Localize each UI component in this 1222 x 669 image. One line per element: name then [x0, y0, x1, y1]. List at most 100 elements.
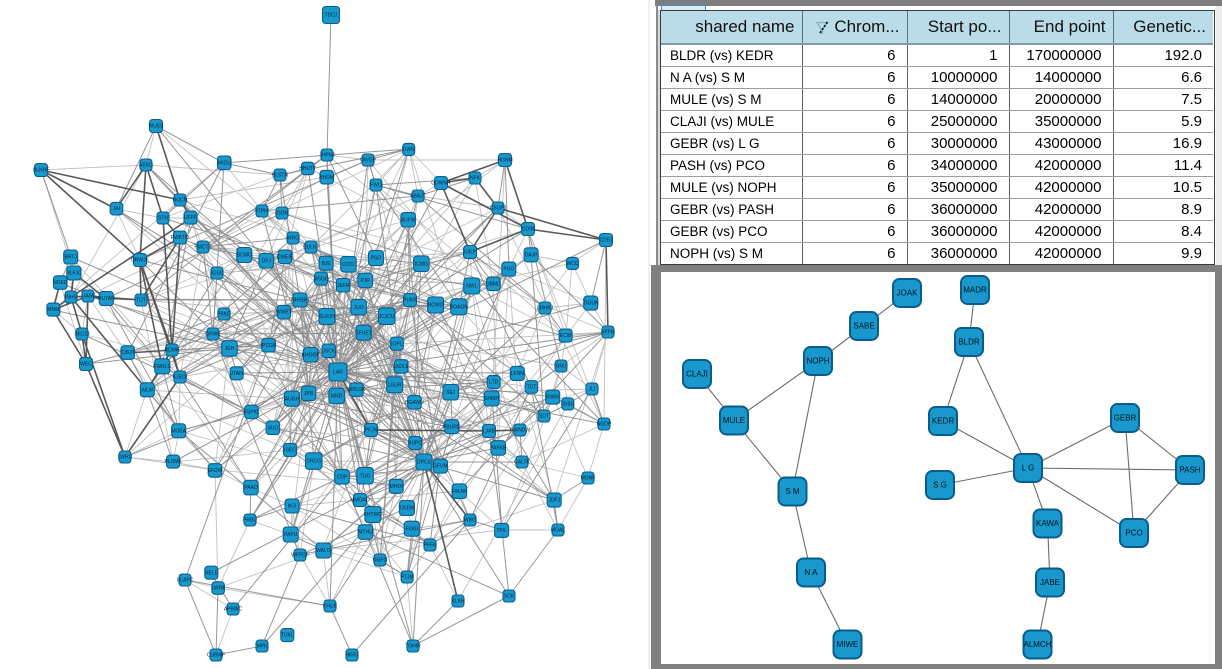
- svg-text:IPCGB: IPCGB: [261, 343, 277, 349]
- svg-text:APBWC: APBWC: [224, 607, 243, 613]
- svg-text:FOGI: FOGI: [406, 526, 418, 532]
- svg-text:JDFJ: JDFJ: [548, 498, 560, 504]
- svg-text:TOHIR: TOHIR: [405, 644, 421, 650]
- svg-text:AKDU: AKDU: [217, 160, 231, 166]
- svg-text:MHOI: MHOI: [390, 484, 403, 490]
- svg-text:KLKH: KLKH: [451, 599, 464, 605]
- svg-text:TFUET: TFUET: [356, 330, 372, 336]
- svg-text:JTAN: JTAN: [231, 371, 244, 377]
- svg-text:DPCS: DPCS: [417, 460, 432, 466]
- svg-text:RSPKL: RSPKL: [243, 410, 260, 416]
- svg-text:WCC: WCC: [567, 261, 579, 267]
- svg-text:KHOGP: KHOGP: [302, 352, 321, 358]
- svg-text:KHUE: KHUE: [323, 604, 338, 610]
- svg-text:JAI: JAI: [113, 206, 120, 212]
- svg-text:ISEC: ISEC: [284, 448, 296, 454]
- svg-text:WBG: WBG: [464, 518, 476, 524]
- svg-text:GEBR: GEBR: [1114, 414, 1137, 423]
- svg-text:JPB: JPB: [304, 391, 314, 397]
- svg-text:GFUM: GFUM: [433, 464, 448, 470]
- svg-text:LKDLE: LKDLE: [393, 364, 410, 370]
- svg-text:ROAON: ROAON: [450, 304, 469, 310]
- svg-text:S M: S M: [785, 487, 800, 496]
- svg-text:FWKTO: FWKTO: [171, 235, 189, 241]
- svg-text:NOPH: NOPH: [806, 357, 829, 366]
- svg-text:PFFK: PFFK: [424, 543, 437, 549]
- svg-text:LFNN: LFNN: [511, 371, 524, 377]
- svg-text:RJSC: RJSC: [210, 271, 223, 277]
- svg-text:S G: S G: [933, 481, 947, 490]
- svg-text:NFK: NFK: [470, 176, 481, 182]
- svg-text:JHFNJ: JHFNJ: [319, 153, 335, 159]
- svg-text:RUTAN: RUTAN: [98, 296, 115, 302]
- svg-text:WALO: WALO: [316, 548, 331, 554]
- svg-text:WFPDF: WFPDF: [291, 553, 309, 559]
- svg-text:LTD: LTD: [489, 380, 498, 386]
- svg-text:JEFR: JEFR: [337, 283, 350, 289]
- svg-text:L G: L G: [1022, 464, 1035, 473]
- svg-text:AUPC: AUPC: [408, 441, 422, 447]
- svg-text:STN: STN: [158, 216, 168, 222]
- svg-text:COIN: COIN: [522, 227, 535, 233]
- svg-text:TUKL: TUKL: [281, 633, 294, 639]
- svg-text:WJI: WJI: [288, 504, 297, 510]
- svg-text:OWGP: OWGP: [360, 158, 376, 164]
- svg-text:BJE: BJE: [322, 261, 332, 267]
- svg-text:PJR: PJR: [360, 278, 370, 284]
- svg-text:LIAIW: LIAIW: [81, 294, 95, 300]
- svg-text:FWRLC: FWRLC: [153, 364, 171, 370]
- svg-text:MPK: MPK: [257, 644, 269, 650]
- svg-text:MELE: MELE: [204, 570, 218, 576]
- svg-text:TPIL: TPIL: [496, 528, 507, 534]
- svg-text:MND: MND: [331, 394, 343, 400]
- svg-text:BLSTN: BLSTN: [272, 173, 289, 179]
- svg-text:CDEJ: CDEJ: [599, 238, 613, 244]
- svg-text:CKEM: CKEM: [400, 506, 414, 512]
- svg-text:IGDM: IGDM: [275, 211, 288, 217]
- svg-text:ULNHF: ULNHF: [33, 168, 50, 174]
- svg-text:IOPL: IOPL: [391, 341, 403, 347]
- svg-text:ITPH: ITPH: [256, 209, 268, 215]
- svg-text:PLDMK: PLDMK: [164, 459, 182, 465]
- svg-text:ECW: ECW: [560, 333, 572, 339]
- svg-text:KJEOI: KJEOI: [173, 375, 187, 381]
- svg-text:WWET: WWET: [276, 310, 292, 316]
- svg-text:PMCTT: PMCTT: [194, 245, 211, 251]
- svg-text:PRBU: PRBU: [243, 518, 257, 524]
- svg-text:OAJP: OAJP: [525, 252, 539, 258]
- svg-text:RDMH: RDMH: [165, 348, 180, 354]
- svg-text:MONF: MONF: [581, 476, 596, 482]
- svg-text:PBKO: PBKO: [217, 312, 231, 318]
- svg-text:WUES: WUES: [149, 124, 165, 130]
- svg-text:KAWA: KAWA: [1036, 519, 1060, 528]
- svg-text:CALTK: CALTK: [514, 460, 530, 466]
- svg-text:DRCG: DRCG: [306, 459, 321, 465]
- svg-text:AEKO: AEKO: [139, 163, 153, 169]
- svg-text:LJAB: LJAB: [483, 429, 496, 435]
- svg-text:MMOAO: MMOAO: [350, 498, 370, 504]
- svg-text:WEC: WEC: [80, 362, 92, 368]
- svg-text:PAPU: PAPU: [284, 532, 298, 538]
- svg-text:TCT: TCT: [527, 385, 537, 391]
- svg-text:SCK: SCK: [504, 594, 515, 600]
- svg-text:SUO: SUO: [267, 425, 278, 431]
- svg-text:SECCI: SECCI: [74, 332, 89, 338]
- svg-text:SHMH: SHMH: [484, 396, 499, 402]
- svg-text:ICMG: ICMG: [415, 261, 428, 267]
- svg-text:HFFM: HFFM: [601, 330, 615, 336]
- svg-text:N A: N A: [805, 568, 819, 577]
- svg-text:UFPF: UFPF: [184, 215, 197, 221]
- svg-text:BUFW: BUFW: [401, 217, 416, 223]
- svg-text:COCI: COCI: [342, 262, 355, 268]
- svg-text:JEH: JEH: [225, 346, 235, 352]
- svg-text:MSGO: MSGO: [313, 276, 328, 282]
- svg-text:INHS: INHS: [65, 295, 78, 301]
- svg-text:TUT: TUT: [136, 298, 146, 304]
- svg-text:JSCK: JSCK: [322, 349, 335, 355]
- svg-text:LMHKJ: LMHKJ: [537, 306, 554, 312]
- svg-text:WRO: WRO: [287, 236, 299, 242]
- svg-text:IUEP: IUEP: [464, 250, 476, 256]
- svg-text:HKRJ: HKRJ: [345, 653, 359, 659]
- svg-text:AILW: AILW: [141, 387, 153, 393]
- svg-text:CLAJI: CLAJI: [686, 370, 708, 379]
